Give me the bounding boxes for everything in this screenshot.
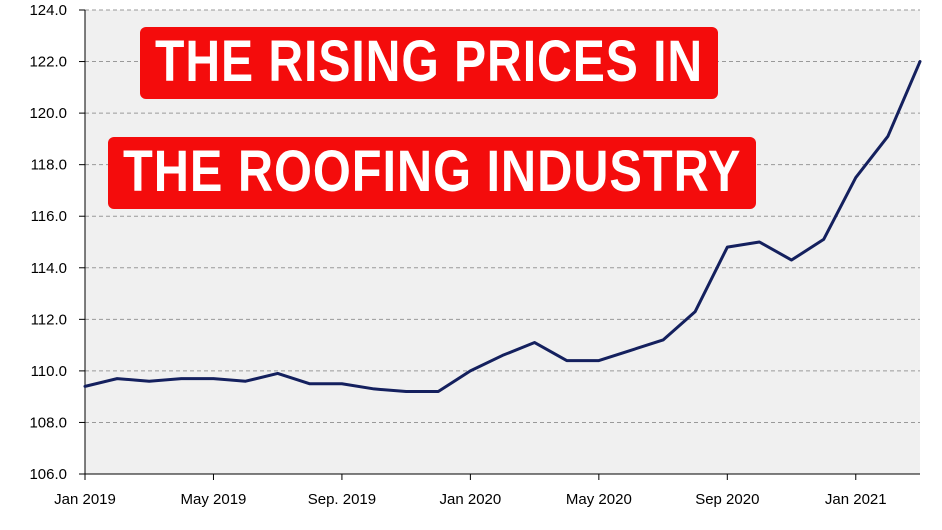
y-tick-label: 124.0 xyxy=(29,2,67,19)
x-tick-label: Sep 2020 xyxy=(695,491,759,508)
x-tick-label: May 2020 xyxy=(566,491,632,508)
chart-title-line-2: THE ROOFING INDUSTRY xyxy=(123,139,742,205)
y-tick-label: 120.0 xyxy=(29,105,67,122)
y-tick-label: 118.0 xyxy=(31,157,67,174)
y-tick-label: 114.0 xyxy=(31,260,67,277)
y-tick-label: 110.0 xyxy=(31,363,67,380)
y-tick-label: 108.0 xyxy=(29,414,67,431)
y-tick-label: 106.0 xyxy=(29,466,67,483)
y-axis-tick-labels: 106.0 108.0 110.0 112.0 114.0 116.0 118.0 120.0… xyxy=(29,2,67,483)
series-layer xyxy=(83,60,922,394)
series-line-price-index xyxy=(83,60,922,394)
gridlines xyxy=(85,9,920,423)
title-box-line-1 xyxy=(140,27,718,99)
x-tick-label: May 2019 xyxy=(181,491,247,508)
x-tick-label: Sep. 2019 xyxy=(308,491,376,508)
x-tick-label: Jan 2021 xyxy=(825,491,887,508)
y-tick-label: 112.0 xyxy=(31,311,67,328)
title-box-line-2 xyxy=(108,137,756,209)
x-axis-tick-labels: Jan 2019 May 2019 Sep. 2019 Jan 2020 May 202… xyxy=(54,491,887,508)
y-tick-label: 122.0 xyxy=(29,54,67,71)
chart-title-line-1: THE RISING PRICES IN xyxy=(155,29,704,95)
axes xyxy=(79,9,920,480)
y-tick-label: 116.0 xyxy=(31,208,67,225)
x-tick-label: Jan 2019 xyxy=(54,491,116,508)
x-tick-label: Jan 2020 xyxy=(440,491,502,508)
